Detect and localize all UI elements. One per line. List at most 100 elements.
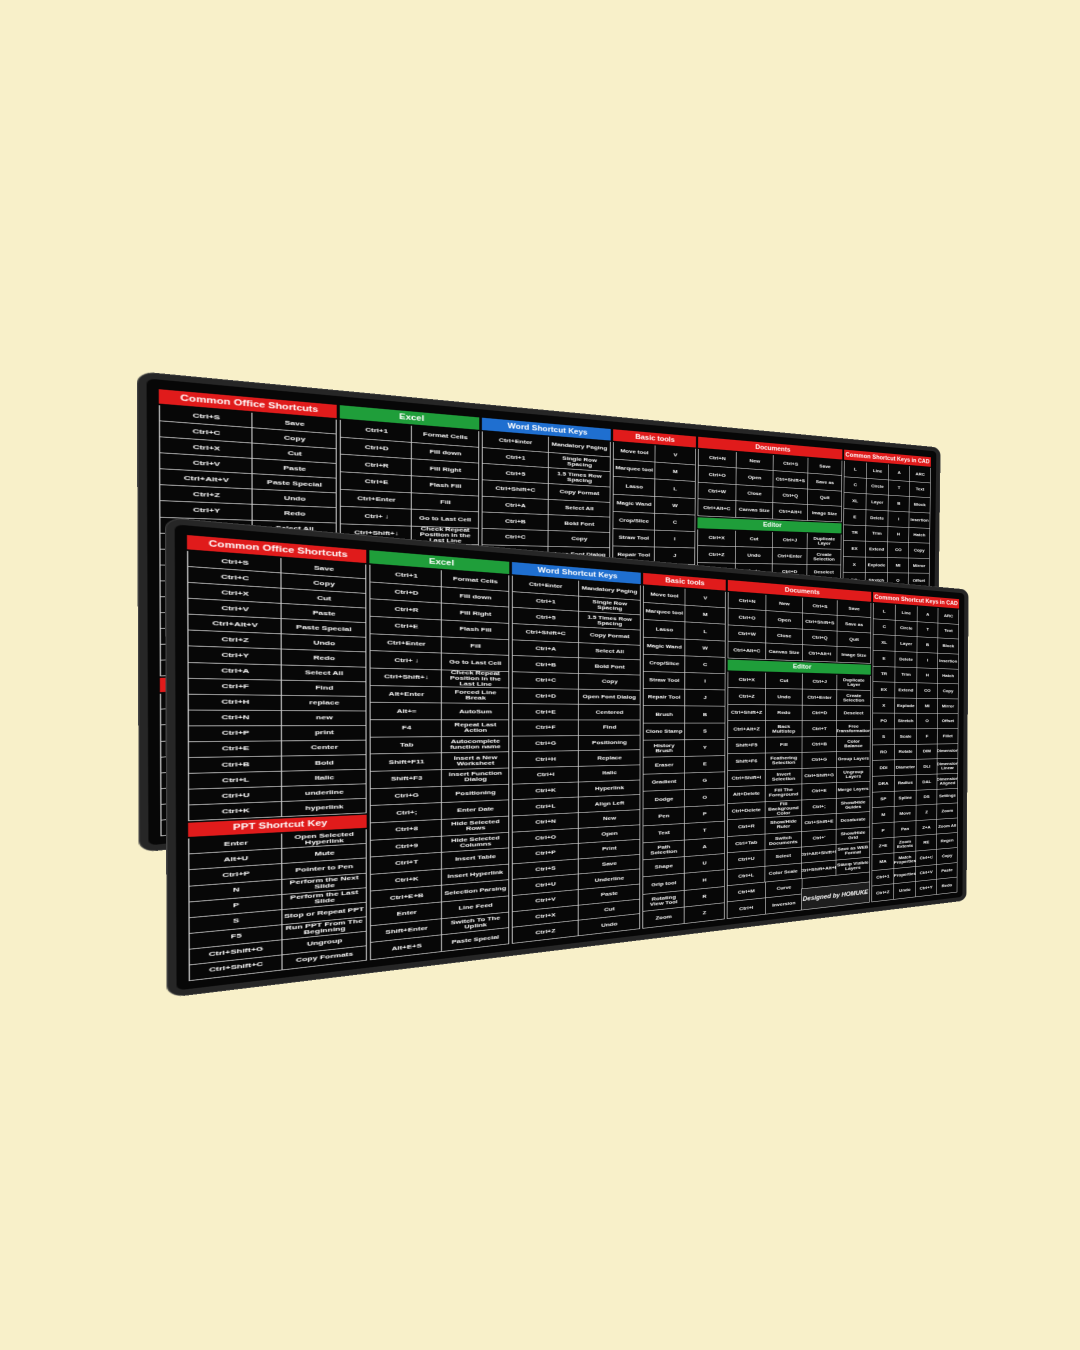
action: Hatch (937, 668, 959, 684)
action: Properties (893, 866, 916, 884)
key: Ctrl+R (726, 817, 765, 837)
shortcut-row: EX Extend CO Copy (842, 540, 930, 559)
key: DAL (915, 774, 937, 790)
key: Ctrl+Enter (339, 489, 412, 509)
action: Line (895, 604, 917, 622)
key: I (916, 652, 938, 668)
key: T (887, 479, 910, 497)
action: Select All (280, 664, 367, 682)
key: Ctrl+Alt+C (697, 499, 736, 518)
action: Zoom Extents (893, 836, 916, 853)
action: W (684, 639, 726, 657)
action: Bold (280, 755, 367, 771)
key: Magic Wand (642, 637, 685, 656)
action: Open (765, 611, 803, 629)
key: Ctrl+A (511, 639, 578, 658)
shortcut-row: Straw Tool I (612, 529, 695, 549)
key: Ctrl+B (481, 512, 548, 531)
key: Ctrl+Alt+I (801, 645, 837, 662)
key: Ctrl+Enter (369, 633, 442, 653)
action: Insertion (937, 653, 959, 669)
key: L (843, 460, 867, 478)
key: Crop/Slice (612, 511, 655, 530)
key: Ctrl+Y (915, 879, 937, 897)
action: Open (735, 468, 773, 487)
key: Alt+Delete (726, 785, 765, 804)
action: Insert a New Worksheet (441, 752, 509, 770)
action: New (735, 452, 773, 471)
key: Ctrl+A (481, 496, 548, 515)
action: Spline (894, 790, 916, 807)
action: Move (893, 805, 916, 822)
action: Circle (866, 478, 889, 495)
action: Fillet (937, 728, 959, 744)
key: Alt+Enter (369, 685, 442, 703)
key: Ctrl+J (801, 673, 837, 690)
action: Save as (807, 473, 842, 491)
action: Fill Background Color (764, 800, 802, 818)
key: Ctrl+Enter (801, 689, 837, 706)
key: Ctrl+Shift+G (801, 767, 837, 784)
action: Create Selection (836, 690, 871, 706)
action: Deselect (836, 705, 871, 721)
key: F4 (369, 720, 442, 737)
action: Hatch (908, 527, 931, 543)
action: Flash Fill (441, 620, 509, 640)
action: Fill The Foreground (764, 784, 802, 802)
action: Fill (441, 636, 509, 656)
action: Explode (894, 698, 917, 714)
action: Redo (280, 649, 367, 667)
key: XL (843, 492, 867, 510)
key: DLI (915, 759, 938, 775)
action: Positioning (441, 784, 509, 803)
key: Ctrl+G (369, 786, 442, 806)
key: PO (872, 713, 895, 729)
key: Z+A (915, 819, 937, 836)
action: Copy (547, 530, 611, 548)
action: Repeat Last Action (441, 720, 509, 736)
key: Ctrl+Shift+C (511, 623, 578, 643)
action: W (654, 496, 696, 515)
action: Redo (765, 704, 802, 721)
key: MI (916, 698, 938, 714)
action: Color Balance (836, 736, 871, 752)
action: Insert Function Dialog (441, 768, 509, 786)
action: Text (937, 623, 959, 639)
action: Layer (894, 635, 917, 652)
key: Straw Tool (642, 671, 685, 689)
action: Image Size (807, 504, 842, 522)
action: Match Properties (893, 851, 916, 869)
key: Marquee tool (612, 459, 655, 479)
shortcut-row: Alt+=AutoSum (369, 702, 509, 721)
key: TR (843, 524, 866, 541)
key: DDI (871, 760, 895, 776)
key: Dodge (642, 790, 685, 809)
action: Mirror (937, 698, 959, 714)
key: S (872, 729, 895, 745)
key: DIM (916, 744, 938, 760)
action: Settings (936, 788, 958, 804)
action: Circle (895, 620, 917, 637)
action: Check Repeat Position in the Last Line (441, 670, 509, 688)
action: Copy (908, 542, 930, 559)
key: Ctrl+Shift+↓ (369, 668, 442, 687)
action: Bold Font (547, 515, 611, 533)
key: Brush (642, 706, 685, 723)
action: Group Layers (836, 751, 871, 767)
key: Ctrl+S (772, 455, 808, 474)
action: Replace (577, 750, 641, 766)
key: Ctrl+C (481, 528, 548, 546)
action: Line (866, 462, 889, 480)
action: Block (909, 496, 931, 513)
action: I (654, 530, 695, 548)
action: Zoom (936, 803, 958, 819)
key: Move tool (643, 585, 685, 605)
action: Extend (865, 541, 888, 558)
shortcut-column: Basic tools Move tool V Marquee tool M Lasso L… (642, 572, 726, 929)
